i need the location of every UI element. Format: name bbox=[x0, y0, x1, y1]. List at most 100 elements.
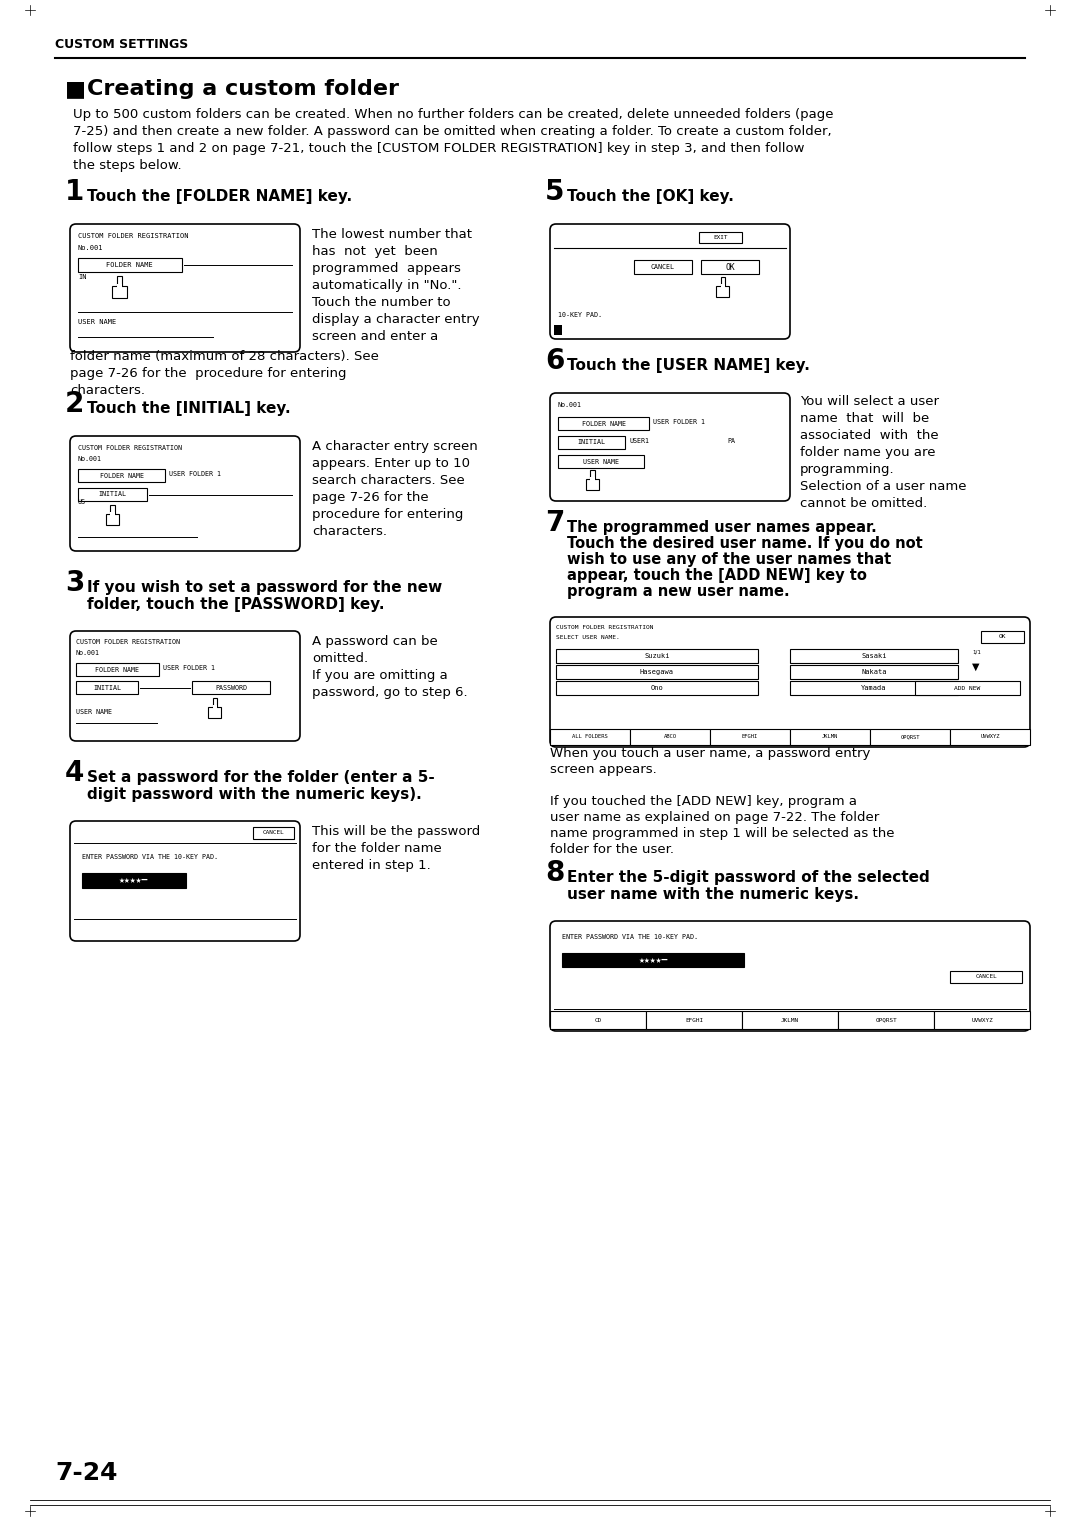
Bar bbox=[634, 260, 691, 274]
Text: appear, touch the [ADD NEW] key to: appear, touch the [ADD NEW] key to bbox=[567, 567, 867, 583]
Text: ALL FOLDERS: ALL FOLDERS bbox=[572, 735, 608, 739]
Text: 4: 4 bbox=[65, 759, 84, 786]
Text: Touch the desired user name. If you do not: Touch the desired user name. If you do n… bbox=[567, 535, 922, 551]
Text: search characters. See: search characters. See bbox=[312, 475, 464, 487]
Text: 1/1: 1/1 bbox=[972, 649, 982, 654]
Bar bbox=[558, 437, 625, 449]
Bar bbox=[558, 455, 645, 468]
Text: USER NAME: USER NAME bbox=[583, 458, 619, 464]
Text: FOLDER NAME: FOLDER NAME bbox=[582, 420, 625, 426]
Text: omitted.: omitted. bbox=[312, 653, 368, 665]
Text: name  that  will  be: name that will be bbox=[800, 412, 929, 424]
Text: CUSTOM FOLDER REGISTRATION: CUSTOM FOLDER REGISTRATION bbox=[556, 625, 653, 630]
Text: page 7-26 for the: page 7-26 for the bbox=[312, 491, 429, 503]
Text: 10-KEY PAD.: 10-KEY PAD. bbox=[558, 312, 602, 318]
Text: screen and enter a: screen and enter a bbox=[312, 330, 438, 344]
Text: 7-25) and then create a new folder. A password can be omitted when creating a fo: 7-25) and then create a new folder. A pa… bbox=[73, 125, 832, 138]
Text: appears. Enter up to 10: appears. Enter up to 10 bbox=[312, 456, 470, 470]
FancyBboxPatch shape bbox=[70, 821, 300, 941]
Text: folder, touch the [PASSWORD] key.: folder, touch the [PASSWORD] key. bbox=[87, 598, 384, 611]
Text: 1: 1 bbox=[65, 178, 84, 205]
FancyBboxPatch shape bbox=[550, 392, 789, 500]
Text: the steps below.: the steps below. bbox=[73, 160, 181, 172]
Bar bbox=[550, 1011, 646, 1030]
Text: for the folder name: for the folder name bbox=[312, 843, 442, 855]
Text: USER NAME: USER NAME bbox=[76, 709, 112, 715]
Text: ■: ■ bbox=[65, 79, 86, 99]
Text: Selection of a user name: Selection of a user name bbox=[800, 481, 967, 493]
Bar bbox=[558, 417, 649, 430]
Bar bbox=[586, 479, 599, 490]
Text: CUSTOM FOLDER REGISTRATION: CUSTOM FOLDER REGISTRATION bbox=[78, 233, 189, 239]
Text: folder name (maximum of 28 characters). See: folder name (maximum of 28 characters). … bbox=[70, 350, 379, 364]
Text: INITIAL: INITIAL bbox=[98, 491, 126, 497]
Text: CANCEL: CANCEL bbox=[975, 975, 997, 980]
FancyBboxPatch shape bbox=[550, 618, 1030, 747]
Bar bbox=[630, 729, 710, 745]
Text: ENTER PASSWORD VIA THE 10-KEY PAD.: ENTER PASSWORD VIA THE 10-KEY PAD. bbox=[82, 853, 218, 859]
Text: PA: PA bbox=[728, 438, 735, 444]
Text: associated  with  the: associated with the bbox=[800, 429, 939, 443]
Text: Sasaki: Sasaki bbox=[861, 653, 887, 659]
Bar bbox=[950, 970, 1022, 983]
Text: ★★★★–: ★★★★– bbox=[638, 955, 667, 964]
Text: programming.: programming. bbox=[800, 462, 894, 476]
Text: Nakata: Nakata bbox=[861, 669, 887, 675]
Bar bbox=[950, 729, 1030, 745]
Text: 2: 2 bbox=[65, 389, 84, 418]
Text: procedure for entering: procedure for entering bbox=[312, 508, 463, 522]
Bar bbox=[710, 729, 789, 745]
Text: ABCO: ABCO bbox=[663, 735, 676, 739]
Text: CANCEL: CANCEL bbox=[651, 265, 675, 271]
Text: US: US bbox=[78, 499, 86, 505]
Text: UVWXYZ: UVWXYZ bbox=[971, 1018, 993, 1022]
Text: Touch the [FOLDER NAME] key.: Touch the [FOLDER NAME] key. bbox=[87, 189, 352, 204]
Text: FOLDER NAME: FOLDER NAME bbox=[99, 473, 144, 479]
Bar bbox=[562, 954, 744, 967]
Bar bbox=[213, 698, 217, 707]
Text: user name as explained on page 7-22. The folder: user name as explained on page 7-22. The… bbox=[550, 811, 879, 824]
Bar bbox=[646, 1011, 742, 1030]
Text: Touch the number to: Touch the number to bbox=[312, 297, 450, 309]
Bar bbox=[720, 277, 725, 286]
Bar bbox=[716, 286, 729, 297]
Text: If you wish to set a password for the new: If you wish to set a password for the ne… bbox=[87, 580, 442, 595]
Bar bbox=[720, 284, 725, 287]
Text: JKLMN: JKLMN bbox=[781, 1018, 799, 1022]
Bar bbox=[915, 681, 1021, 695]
FancyBboxPatch shape bbox=[550, 224, 789, 339]
Text: The lowest number that: The lowest number that bbox=[312, 228, 472, 240]
Text: folder name you are: folder name you are bbox=[800, 446, 935, 459]
Text: OPQRST: OPQRST bbox=[875, 1018, 896, 1022]
Text: Yamada: Yamada bbox=[861, 684, 887, 691]
Bar bbox=[213, 706, 217, 709]
Text: 5: 5 bbox=[545, 178, 565, 205]
Text: 6: 6 bbox=[545, 347, 565, 376]
Text: Touch the [INITIAL] key.: Touch the [INITIAL] key. bbox=[87, 402, 291, 417]
Bar bbox=[556, 665, 757, 678]
Text: characters.: characters. bbox=[70, 383, 145, 397]
Bar bbox=[78, 488, 147, 500]
Text: FOLDER NAME: FOLDER NAME bbox=[95, 666, 139, 672]
Text: EXIT: EXIT bbox=[713, 236, 728, 240]
Text: UVWXYZ: UVWXYZ bbox=[981, 735, 1000, 739]
Text: program a new user name.: program a new user name. bbox=[567, 584, 789, 599]
Text: FOLDER NAME: FOLDER NAME bbox=[106, 262, 153, 268]
Text: EFGHI: EFGHI bbox=[742, 735, 758, 739]
Bar bbox=[591, 478, 595, 481]
Text: USER FOLDER 1: USER FOLDER 1 bbox=[163, 665, 215, 671]
Bar bbox=[981, 631, 1024, 643]
Bar bbox=[591, 470, 595, 479]
Text: No.001: No.001 bbox=[76, 649, 100, 656]
Text: ▼: ▼ bbox=[972, 662, 980, 672]
Bar bbox=[192, 681, 270, 694]
Bar bbox=[117, 284, 122, 287]
Text: wish to use any of the user names that: wish to use any of the user names that bbox=[567, 552, 891, 567]
Bar bbox=[78, 259, 181, 272]
FancyBboxPatch shape bbox=[550, 922, 1030, 1031]
Bar bbox=[76, 681, 138, 694]
Text: has  not  yet  been: has not yet been bbox=[312, 245, 437, 259]
FancyBboxPatch shape bbox=[70, 224, 300, 351]
Text: USER NAME: USER NAME bbox=[78, 319, 117, 325]
Bar bbox=[870, 729, 950, 745]
